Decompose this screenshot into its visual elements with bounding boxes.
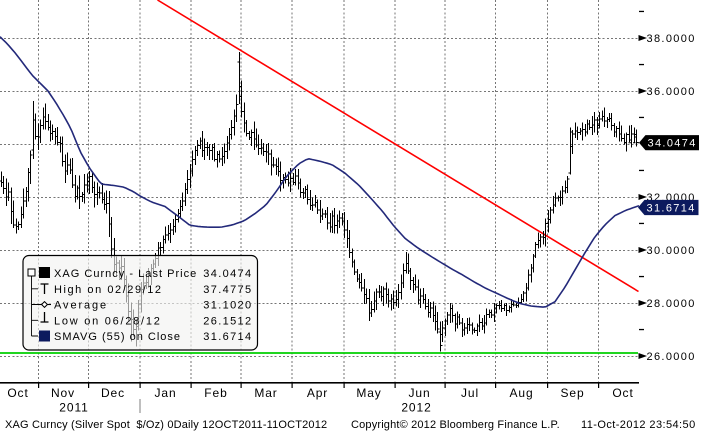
svg-text:High on 02/29/12: High on 02/29/12 <box>54 284 163 296</box>
svg-text:26.1512: 26.1512 <box>203 315 252 327</box>
svg-text:36.0000: 36.0000 <box>647 86 696 98</box>
svg-text:Apr: Apr <box>307 386 328 400</box>
svg-text:Mar: Mar <box>254 386 277 400</box>
svg-text:Dec: Dec <box>101 386 125 400</box>
svg-text:37.4775: 37.4775 <box>203 284 252 296</box>
svg-text:Jun: Jun <box>408 386 430 400</box>
svg-text:Copyright© 2012 Bloomberg Fina: Copyright© 2012 Bloomberg Finance L.P. <box>351 419 560 431</box>
svg-text:Sep: Sep <box>560 386 584 400</box>
svg-text:26.0000: 26.0000 <box>647 351 696 363</box>
svg-text:XAG Curncy (Silver Spot $/Oz): XAG Curncy (Silver Spot $/Oz) 0Daily 12O… <box>5 419 327 431</box>
svg-text:31.6714: 31.6714 <box>203 331 252 343</box>
svg-text:May: May <box>356 386 381 400</box>
svg-text:31.6714: 31.6714 <box>647 203 696 215</box>
svg-text:34.0474: 34.0474 <box>648 138 697 150</box>
svg-text:11-Oct-2012 23:54:50: 11-Oct-2012 23:54:50 <box>581 419 696 431</box>
svg-text:2011: 2011 <box>59 401 88 415</box>
svg-text:Oct: Oct <box>612 386 633 400</box>
svg-text:34.0474: 34.0474 <box>203 268 252 280</box>
svg-text:Average: Average <box>54 300 108 312</box>
svg-text:XAG Curncy - Last Price: XAG Curncy - Last Price <box>54 268 197 280</box>
svg-text:Aug: Aug <box>509 386 533 400</box>
svg-text:SMAVG (55) on Close: SMAVG (55) on Close <box>54 331 181 343</box>
svg-text:Low on 06/28/12: Low on 06/28/12 <box>54 315 162 327</box>
svg-text:31.1020: 31.1020 <box>203 300 252 312</box>
svg-text:38.0000: 38.0000 <box>647 33 696 45</box>
svg-text:2012: 2012 <box>401 401 431 415</box>
svg-text:28.0000: 28.0000 <box>647 298 696 310</box>
svg-text:30.0000: 30.0000 <box>647 245 696 257</box>
svg-text:Oct: Oct <box>7 386 28 400</box>
svg-text:Jul: Jul <box>461 386 479 400</box>
svg-text:Feb: Feb <box>204 386 227 400</box>
svg-text:Nov: Nov <box>51 386 75 400</box>
svg-text:Jan: Jan <box>154 386 176 400</box>
